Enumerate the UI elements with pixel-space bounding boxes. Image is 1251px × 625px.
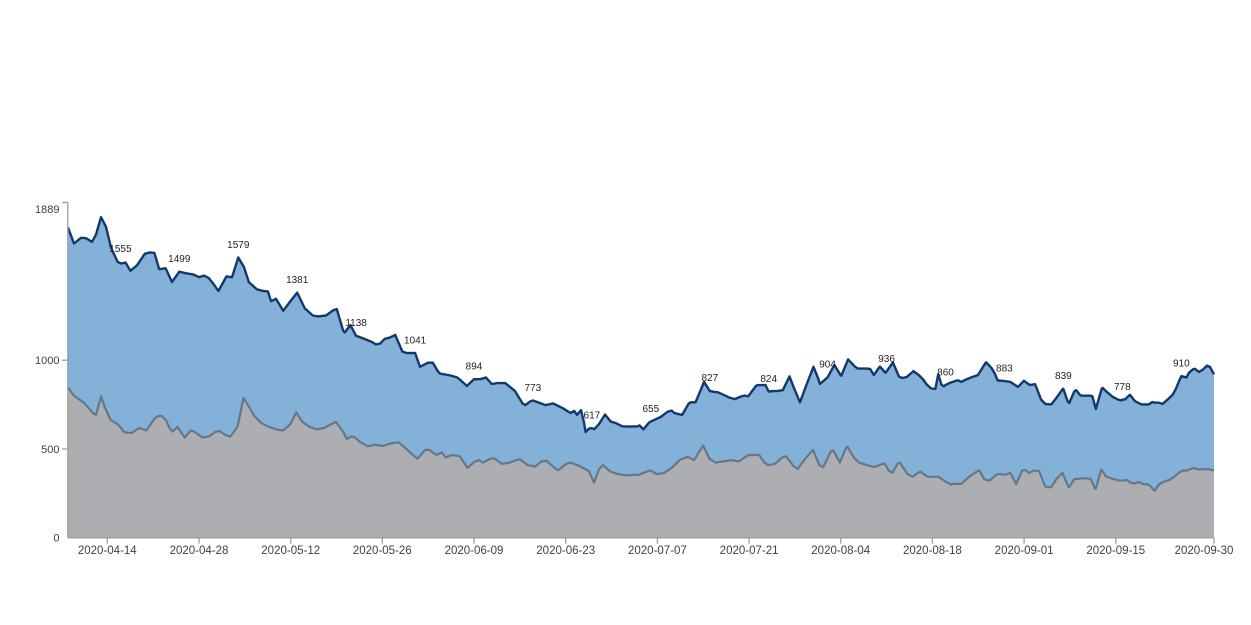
svg-text:1555: 1555	[109, 244, 132, 255]
svg-text:936: 936	[878, 354, 895, 365]
svg-text:824: 824	[760, 374, 777, 385]
svg-text:1889: 1889	[35, 204, 59, 216]
svg-text:1138: 1138	[345, 318, 367, 329]
svg-text:1499: 1499	[168, 254, 191, 265]
svg-text:2020-06-23: 2020-06-23	[536, 545, 595, 557]
svg-text:617: 617	[584, 411, 601, 422]
svg-text:2020-04-28: 2020-04-28	[170, 545, 229, 557]
svg-text:1000: 1000	[35, 355, 59, 367]
svg-text:773: 773	[525, 383, 542, 394]
svg-text:1041: 1041	[404, 335, 427, 346]
svg-text:2020-05-12: 2020-05-12	[261, 545, 320, 557]
svg-text:2020-05-26: 2020-05-26	[353, 545, 412, 557]
svg-text:1579: 1579	[227, 240, 250, 251]
svg-text:2020-09-01: 2020-09-01	[995, 545, 1054, 557]
svg-text:2020-09-30: 2020-09-30	[1175, 545, 1234, 557]
svg-text:839: 839	[1055, 371, 1072, 382]
svg-text:904: 904	[819, 360, 836, 371]
svg-text:655: 655	[642, 404, 659, 415]
svg-text:883: 883	[996, 363, 1013, 374]
svg-text:827: 827	[701, 373, 718, 384]
svg-text:2020-08-18: 2020-08-18	[903, 545, 962, 557]
svg-text:2020-07-07: 2020-07-07	[628, 545, 687, 557]
svg-text:2020-09-15: 2020-09-15	[1086, 545, 1145, 557]
svg-text:0: 0	[53, 533, 59, 545]
svg-text:500: 500	[41, 444, 59, 456]
svg-text:2020-06-09: 2020-06-09	[445, 545, 504, 557]
svg-text:778: 778	[1114, 382, 1131, 393]
svg-text:1381: 1381	[286, 275, 309, 286]
svg-text:910: 910	[1173, 359, 1190, 370]
svg-text:2020-08-04: 2020-08-04	[811, 545, 870, 557]
svg-text:2020-07-21: 2020-07-21	[720, 545, 779, 557]
svg-text:860: 860	[937, 367, 954, 378]
svg-text:894: 894	[466, 361, 483, 372]
svg-text:2020-04-14: 2020-04-14	[78, 545, 137, 557]
